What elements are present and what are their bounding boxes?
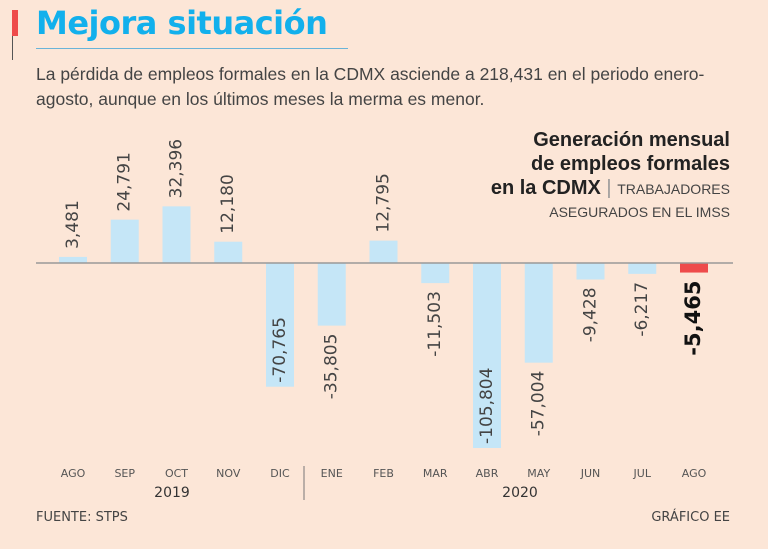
title-separator: | — [606, 177, 612, 199]
x-tick-label: SEP — [114, 467, 135, 480]
page-title: Mejora situación — [36, 4, 328, 42]
data-label: -6,217 — [632, 282, 652, 337]
bar — [628, 263, 657, 274]
bar — [266, 263, 294, 387]
x-tick-label: FEB — [373, 467, 394, 480]
data-label: -5,465 — [681, 281, 705, 356]
bar — [680, 263, 708, 273]
page-subtitle: La pérdida de empleos formales en la CDM… — [36, 64, 705, 109]
bar — [162, 206, 191, 263]
x-tick-label: MAY — [527, 467, 550, 480]
title-accent-bar — [12, 10, 18, 36]
bar — [317, 263, 346, 326]
source-note: FUENTE: STPS — [36, 510, 128, 525]
chart-subtitle: ASEGURADOS EN EL IMSS — [549, 204, 730, 220]
x-tick-label: ENE — [321, 467, 343, 480]
x-tick-label: OCT — [165, 467, 188, 480]
x-tick-label: DIC — [270, 467, 290, 480]
data-label: -9,428 — [581, 287, 601, 342]
data-label: -105,804 — [477, 368, 497, 444]
year-label: 2020 — [502, 485, 538, 501]
x-tick-label: JUL — [633, 467, 652, 480]
data-label: 3,481 — [63, 200, 83, 249]
x-tick-label: MAR — [423, 467, 448, 480]
chart-title-note: TRABAJADORES — [617, 181, 730, 197]
chart-title: Generación mensual de empleos formales e… — [491, 128, 730, 201]
x-tick-label: JUN — [580, 467, 601, 480]
x-tick-label: AGO — [61, 467, 86, 480]
bar — [576, 263, 605, 280]
x-tick-label: AGO — [682, 467, 707, 480]
data-label: 32,396 — [167, 139, 187, 198]
chart-title-line3: en la CDMX — [490, 177, 601, 199]
data-label: -11,503 — [425, 291, 445, 357]
bar — [110, 219, 139, 263]
bar — [214, 241, 243, 263]
x-tick-label: NOV — [216, 467, 241, 480]
data-label: 12,795 — [374, 173, 394, 232]
data-label: 24,791 — [115, 152, 135, 211]
chart-title-line2: de empleos formales — [531, 153, 730, 175]
bar — [59, 256, 87, 263]
data-label: -70,765 — [270, 317, 290, 383]
chart-title-line1: Generación mensual — [533, 129, 730, 151]
bar — [369, 240, 398, 263]
bar — [473, 263, 501, 448]
data-label: -35,805 — [322, 334, 342, 400]
x-tick-label: ABR — [476, 467, 499, 480]
credit-note: GRÁFICO EE — [651, 510, 730, 525]
data-label: -57,004 — [529, 371, 549, 437]
bar — [524, 263, 553, 363]
title-underline — [36, 48, 348, 49]
data-label: 12,180 — [218, 174, 238, 233]
bar — [421, 263, 450, 284]
title-accent-line — [12, 36, 13, 60]
year-label: 2019 — [154, 485, 190, 501]
